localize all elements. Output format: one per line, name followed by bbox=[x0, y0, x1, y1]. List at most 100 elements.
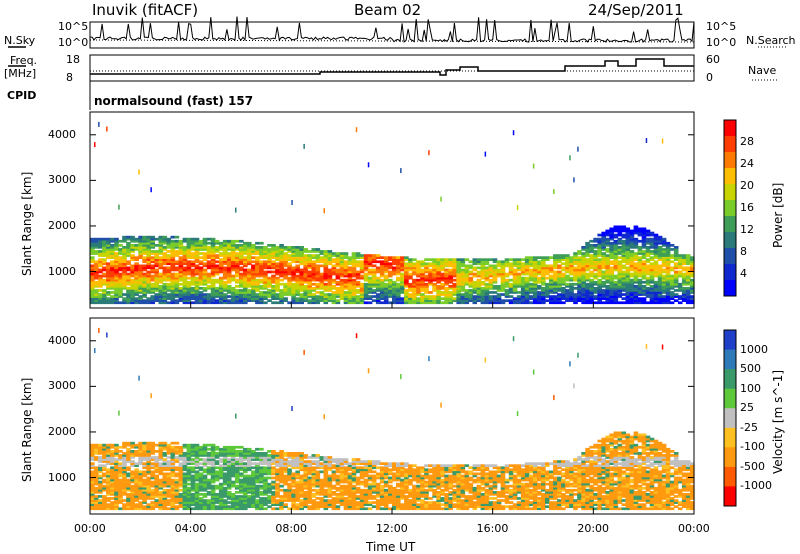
velocity-cell bbox=[90, 456, 95, 459]
power-cell bbox=[641, 268, 647, 272]
power-cell bbox=[150, 301, 155, 305]
power-cell bbox=[605, 289, 610, 292]
velocity-cell bbox=[106, 497, 111, 500]
power-cell bbox=[154, 299, 159, 302]
power-cell bbox=[206, 278, 212, 282]
power-cell bbox=[323, 297, 329, 300]
power-cell bbox=[553, 256, 558, 259]
velocity-cell bbox=[230, 474, 236, 478]
power-cell bbox=[255, 293, 260, 296]
velocity-cell bbox=[182, 468, 188, 472]
velocity-cell bbox=[198, 454, 204, 457]
power-cell bbox=[194, 301, 200, 305]
power-cell bbox=[637, 270, 643, 274]
power-cell bbox=[339, 264, 345, 268]
velocity-cell bbox=[146, 491, 151, 494]
power-cell bbox=[295, 289, 300, 292]
power-cell bbox=[392, 258, 397, 261]
power-cell bbox=[194, 260, 200, 264]
velocity-cell bbox=[198, 466, 204, 470]
velocity-cell bbox=[154, 493, 159, 496]
power-cell bbox=[295, 264, 300, 268]
power-cell bbox=[243, 274, 248, 278]
power-cell bbox=[617, 225, 623, 229]
power-cell bbox=[601, 289, 606, 292]
power-cell bbox=[218, 295, 224, 298]
power-cell bbox=[601, 235, 606, 239]
power-cell bbox=[601, 256, 606, 259]
power-cell bbox=[122, 264, 127, 268]
power-cell bbox=[339, 287, 345, 290]
power-cell bbox=[210, 301, 216, 305]
power-cell bbox=[621, 241, 627, 245]
velocity-cell bbox=[263, 497, 268, 500]
power-cell bbox=[621, 297, 627, 300]
velocity-cell bbox=[138, 447, 143, 451]
power-cell bbox=[110, 274, 115, 278]
power-cell bbox=[392, 295, 397, 298]
power-cell bbox=[283, 287, 288, 290]
power-cell bbox=[94, 246, 99, 249]
power-cell bbox=[581, 268, 586, 272]
power-cell bbox=[484, 282, 490, 286]
power-cell bbox=[621, 289, 627, 292]
power-cell bbox=[102, 278, 107, 282]
power-cell bbox=[206, 295, 212, 298]
power-cell bbox=[392, 297, 397, 300]
power-cell bbox=[319, 276, 325, 280]
power-cell bbox=[400, 266, 405, 270]
velocity-cell bbox=[142, 474, 147, 478]
velocity-cell bbox=[134, 505, 139, 508]
power-cell bbox=[351, 272, 357, 276]
velocity-cell bbox=[166, 464, 172, 467]
power-cell bbox=[202, 258, 208, 261]
power-cell bbox=[367, 301, 373, 305]
power-cell bbox=[396, 282, 401, 286]
power-cell bbox=[222, 268, 228, 272]
power-cell bbox=[255, 295, 260, 298]
velocity-cell bbox=[267, 454, 272, 457]
velocity-cell bbox=[206, 503, 212, 506]
power-cell bbox=[146, 254, 151, 257]
power-cell bbox=[528, 301, 534, 305]
power-cell bbox=[170, 264, 176, 268]
power-cell bbox=[194, 297, 200, 300]
power-cell bbox=[267, 254, 272, 257]
velocity-cell bbox=[251, 450, 256, 453]
power-cell bbox=[150, 289, 155, 292]
power-cell bbox=[456, 289, 461, 292]
power-cell bbox=[154, 278, 159, 282]
power-cell bbox=[528, 282, 534, 286]
power-cell bbox=[142, 276, 147, 280]
power-cell bbox=[565, 278, 570, 282]
power-cell bbox=[601, 297, 606, 300]
power-cell bbox=[400, 274, 405, 278]
power-cell bbox=[541, 262, 546, 266]
power-cell bbox=[665, 295, 671, 298]
power-cell bbox=[142, 252, 147, 255]
power-cell bbox=[162, 266, 168, 270]
power-cell bbox=[235, 252, 240, 255]
velocity-cell bbox=[114, 458, 119, 461]
power-cell bbox=[307, 287, 312, 290]
power-cell bbox=[359, 301, 365, 305]
power-cell bbox=[114, 244, 119, 247]
power-cell bbox=[621, 254, 627, 257]
power-cell bbox=[577, 262, 582, 266]
power-cell bbox=[480, 282, 486, 286]
power-cell bbox=[456, 280, 461, 284]
power-cell bbox=[263, 282, 268, 286]
power-cell bbox=[355, 270, 361, 274]
power-cell bbox=[553, 274, 558, 278]
power-cell bbox=[440, 301, 445, 305]
power-cell bbox=[299, 258, 304, 261]
power-cell bbox=[355, 264, 361, 268]
power-cell bbox=[323, 282, 329, 286]
power-cell bbox=[251, 297, 256, 300]
velocity-cell bbox=[222, 503, 228, 506]
power-cell bbox=[110, 244, 115, 247]
power-cell bbox=[528, 297, 534, 300]
power-cell bbox=[585, 254, 590, 257]
power-cell bbox=[174, 301, 180, 305]
power-cell bbox=[605, 291, 610, 294]
